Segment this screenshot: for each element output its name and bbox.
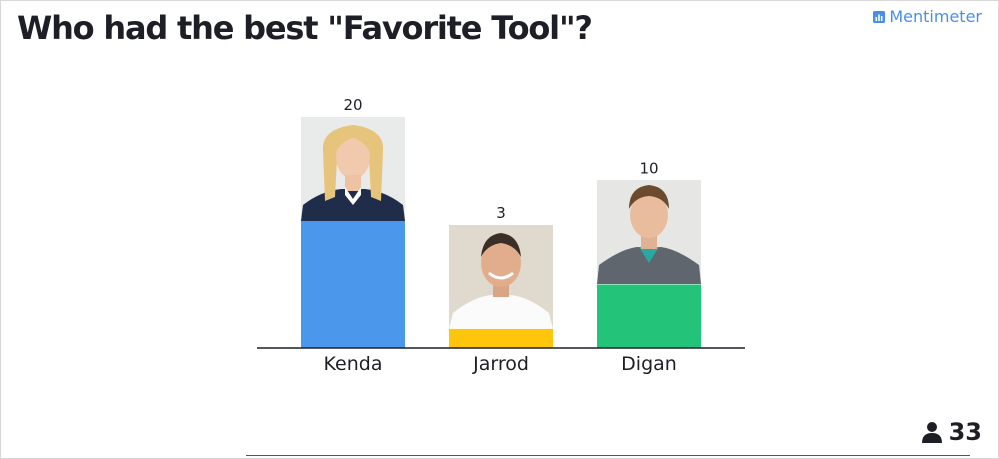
kenda-photo (301, 117, 405, 221)
value-label-jarrod: 3 (496, 204, 506, 222)
person-icon (921, 422, 942, 443)
bottom-divider (246, 455, 970, 456)
bar-kenda (301, 221, 405, 348)
brand-logo: Mentimeter (873, 7, 982, 26)
value-label-digan: 10 (639, 160, 658, 178)
bar-chart-icon (873, 10, 886, 23)
bar-digan (597, 284, 701, 348)
category-label-kenda: Kenda (324, 353, 383, 375)
brand-name: Mentimeter (889, 7, 982, 26)
category-label-jarrod: Jarrod (472, 353, 529, 375)
participant-count: 33 (921, 418, 982, 446)
value-label-kenda: 20 (343, 96, 362, 114)
digan-photo (597, 180, 701, 284)
participant-count-value: 33 (948, 418, 982, 446)
page-title: Who had the best "Favorite Tool"? (17, 9, 593, 47)
jarrod-photo (449, 225, 553, 329)
bar-jarrod (449, 328, 553, 348)
category-label-digan: Digan (621, 353, 677, 375)
